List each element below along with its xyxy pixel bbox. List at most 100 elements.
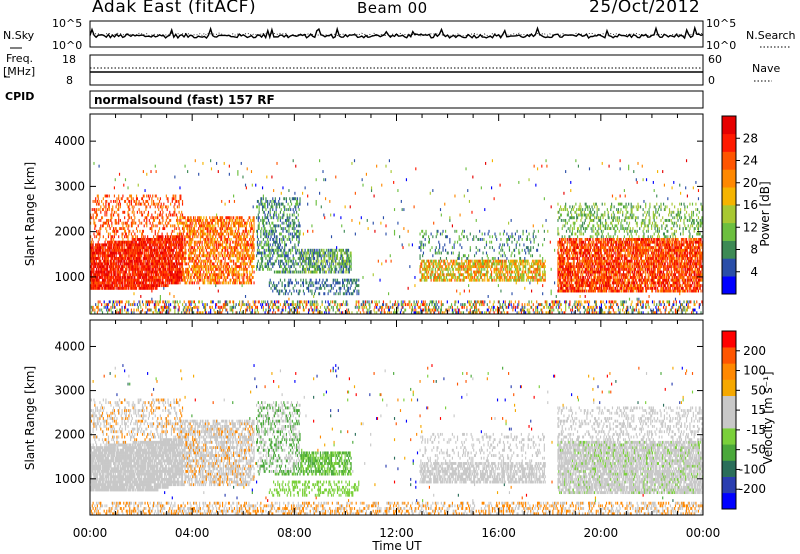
range-cell (279, 240, 281, 244)
range-cell (244, 224, 246, 228)
range-cell (139, 273, 141, 277)
range-cell (313, 259, 315, 263)
range-cell (288, 229, 290, 233)
range-cell (223, 246, 225, 250)
range-cell (146, 246, 148, 250)
range-cell (296, 232, 298, 236)
range-cell (224, 248, 226, 252)
range-cell (176, 262, 178, 266)
range-cell (198, 270, 201, 274)
range-cell (237, 265, 239, 269)
range-cell (150, 281, 152, 285)
range-cell (244, 281, 246, 285)
range-cell (137, 259, 139, 263)
range-cell (289, 216, 291, 220)
range-cell (183, 305, 185, 309)
range-cell (178, 243, 180, 247)
range-cell (224, 305, 226, 309)
range-cell (141, 265, 144, 269)
range-cell (168, 265, 170, 269)
range-cell (244, 248, 246, 252)
range-cell (154, 232, 156, 236)
range-cell (177, 251, 179, 255)
range-cell (117, 265, 119, 269)
range-cell (208, 240, 210, 244)
range-cell (144, 237, 146, 241)
range-cell (107, 246, 110, 250)
range-cell (158, 254, 161, 258)
range-cell (260, 232, 262, 236)
range-cell (197, 235, 199, 239)
range-cell (171, 229, 173, 233)
range-cell (128, 284, 130, 288)
range-cell (97, 273, 99, 277)
range-cell (162, 254, 164, 258)
range-cell (122, 265, 124, 269)
range-cell (138, 243, 140, 247)
range-cell (292, 254, 294, 258)
range-cell (188, 240, 190, 244)
range-cell (262, 194, 264, 198)
range-cell (133, 254, 135, 258)
range-cell (208, 267, 210, 271)
range-cell (190, 227, 192, 231)
range-cell (184, 270, 186, 274)
range-cell (181, 265, 183, 269)
range-cell (107, 265, 109, 269)
range-cell (128, 213, 130, 217)
range-cell (278, 300, 280, 304)
range-cell (292, 311, 294, 315)
range-cell (190, 232, 192, 236)
range-cell (249, 275, 251, 279)
range-cell (115, 262, 117, 266)
range-cell (248, 256, 250, 260)
range-cell (228, 256, 230, 260)
range-cell (256, 262, 259, 266)
range-cell (297, 235, 299, 239)
range-cell (266, 243, 268, 247)
range-cell (157, 197, 159, 201)
range-cell (216, 303, 218, 307)
range-cell (94, 262, 96, 266)
range-cell (309, 251, 311, 255)
range-cell (235, 278, 237, 282)
range-cell (153, 218, 155, 222)
range-cell (210, 300, 213, 304)
range-cell (261, 197, 263, 201)
range-cell (220, 216, 222, 220)
range-cell (92, 240, 94, 244)
range-cell (103, 270, 105, 274)
range-cell (202, 303, 204, 307)
range-cell (122, 248, 124, 252)
range-cell (158, 278, 161, 282)
range-cell (120, 254, 122, 258)
range-cell (313, 308, 316, 312)
range-cell (284, 305, 287, 309)
range-cell (164, 265, 167, 269)
range-cell (172, 213, 174, 217)
range-cell (273, 286, 276, 290)
range-cell (158, 251, 160, 255)
range-cell (107, 281, 109, 285)
range-cell (120, 197, 122, 201)
range-cell (336, 278, 339, 282)
range-cell (153, 311, 155, 315)
range-cell (227, 311, 229, 315)
range-cell (263, 202, 265, 206)
range-cell (175, 265, 178, 269)
range-cell (96, 265, 98, 269)
range-cell (161, 278, 163, 282)
range-cell (124, 262, 126, 266)
range-cell (130, 221, 133, 225)
range-cell (310, 281, 312, 285)
range-cell (262, 267, 264, 271)
range-cell (98, 218, 100, 222)
range-cell (261, 300, 263, 304)
range-cell (104, 262, 106, 266)
range-cell (293, 303, 295, 307)
range-cell (175, 275, 178, 279)
range-cell (221, 305, 223, 309)
range-cell (296, 210, 298, 214)
range-cell (267, 235, 270, 239)
range-cell (284, 265, 287, 269)
